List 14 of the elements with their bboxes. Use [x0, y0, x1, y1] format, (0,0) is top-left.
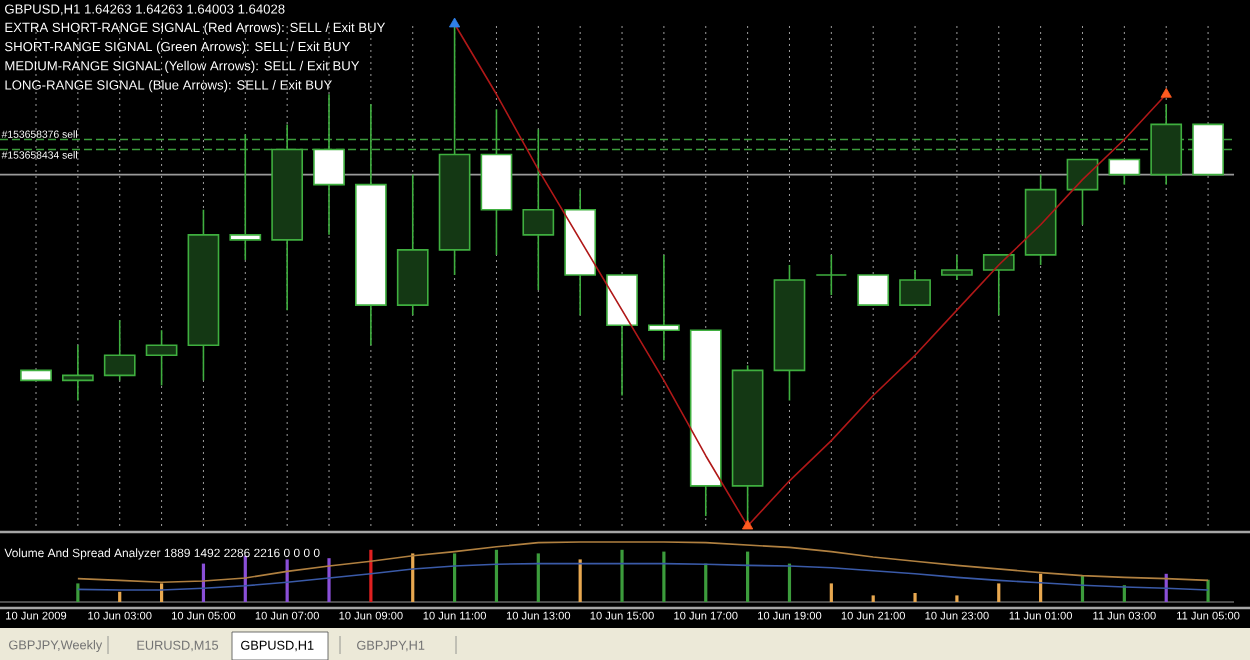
- candlestick: [313, 93, 345, 236]
- candlestick: [229, 133, 262, 261]
- candlestick: [815, 254, 848, 296]
- candlestick: [61, 344, 94, 402]
- candlestick: [1066, 158, 1099, 226]
- candlestick: [522, 128, 555, 291]
- candlestick: [1108, 158, 1141, 186]
- candlestick: [941, 254, 973, 281]
- candlestick: [648, 254, 680, 362]
- candlestick: [103, 319, 136, 382]
- candlestick: [982, 254, 1015, 316]
- candlestick: [857, 274, 890, 306]
- candlestick: [899, 269, 931, 306]
- candlestick: [145, 329, 178, 387]
